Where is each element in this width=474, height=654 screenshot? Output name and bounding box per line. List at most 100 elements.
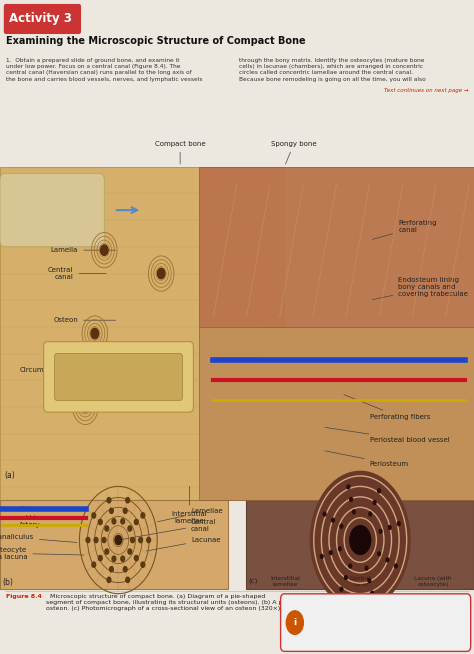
Circle shape xyxy=(92,562,96,567)
Text: Text continues on next page →: Text continues on next page → xyxy=(384,88,468,94)
Circle shape xyxy=(135,555,138,560)
FancyBboxPatch shape xyxy=(0,173,104,247)
Text: Compact bone: Compact bone xyxy=(155,141,205,164)
Text: Interstitial
lamellae: Interstitial lamellae xyxy=(172,487,208,524)
Circle shape xyxy=(99,555,102,560)
Text: as an Art Labeling Activity using: as an Art Labeling Activity using xyxy=(306,613,401,618)
Circle shape xyxy=(323,512,326,516)
Circle shape xyxy=(353,510,356,514)
FancyBboxPatch shape xyxy=(44,341,193,412)
Circle shape xyxy=(368,579,371,583)
Circle shape xyxy=(128,526,132,531)
Circle shape xyxy=(107,577,111,583)
Text: Activity 3: Activity 3 xyxy=(9,12,72,26)
Circle shape xyxy=(82,402,89,412)
Circle shape xyxy=(135,519,138,525)
Text: (a): (a) xyxy=(5,472,16,480)
Text: Lacunae: Lacunae xyxy=(146,537,220,551)
Circle shape xyxy=(397,522,400,526)
Circle shape xyxy=(141,562,145,567)
Circle shape xyxy=(349,564,352,568)
Circle shape xyxy=(123,508,127,513)
Circle shape xyxy=(378,489,381,493)
Circle shape xyxy=(394,564,397,568)
Text: Vein: Vein xyxy=(26,515,47,521)
Circle shape xyxy=(379,529,382,533)
Circle shape xyxy=(91,328,99,339)
Circle shape xyxy=(371,591,374,595)
Text: A&P™: A&P™ xyxy=(345,621,365,627)
FancyBboxPatch shape xyxy=(281,594,471,651)
Circle shape xyxy=(131,538,135,543)
Text: (c): (c) xyxy=(249,577,258,584)
Circle shape xyxy=(320,555,323,559)
Circle shape xyxy=(350,498,353,502)
Polygon shape xyxy=(199,327,474,500)
Circle shape xyxy=(121,519,125,524)
Text: Lamella: Lamella xyxy=(51,247,116,253)
Circle shape xyxy=(139,538,143,543)
Circle shape xyxy=(112,519,116,524)
Polygon shape xyxy=(0,167,284,500)
Circle shape xyxy=(141,513,145,518)
Text: through the bony matrix. Identify the osteocytes (mature bone
cells) in lacunae : through the bony matrix. Identify the os… xyxy=(239,58,426,82)
Circle shape xyxy=(121,556,125,561)
Text: Interstitial
lamellae: Interstitial lamellae xyxy=(270,576,300,587)
Circle shape xyxy=(386,558,389,562)
Circle shape xyxy=(373,500,376,504)
FancyBboxPatch shape xyxy=(55,353,182,400)
Circle shape xyxy=(332,518,335,522)
Text: Osteon: Osteon xyxy=(54,317,116,323)
Circle shape xyxy=(329,551,332,555)
FancyBboxPatch shape xyxy=(246,500,474,589)
Text: Perforating fibers: Perforating fibers xyxy=(344,394,430,420)
FancyBboxPatch shape xyxy=(0,167,474,500)
Circle shape xyxy=(115,536,122,545)
Circle shape xyxy=(369,512,372,516)
Circle shape xyxy=(350,526,371,555)
Circle shape xyxy=(345,576,347,579)
Circle shape xyxy=(378,552,381,556)
Text: Artery: Artery xyxy=(19,522,47,528)
Circle shape xyxy=(112,556,116,561)
Circle shape xyxy=(126,498,129,503)
Circle shape xyxy=(310,472,410,609)
Text: Lacuna (with
osteocyte): Lacuna (with osteocyte) xyxy=(414,576,452,587)
Circle shape xyxy=(109,566,113,572)
Circle shape xyxy=(99,519,102,525)
Circle shape xyxy=(157,268,165,279)
Circle shape xyxy=(286,611,303,634)
Text: Central
canal: Central canal xyxy=(121,519,217,540)
Text: Endosteum lining
bony canals and
covering trabeculae: Endosteum lining bony canals and coverin… xyxy=(373,277,468,300)
Text: Instructors may assign this figure: Instructors may assign this figure xyxy=(306,604,404,610)
Text: Microscopic structure of compact bone. (a) Diagram of a pie-shaped
segment of co: Microscopic structure of compact bone. (… xyxy=(46,594,323,611)
FancyBboxPatch shape xyxy=(0,500,228,589)
Text: Osteocyte
in a lacuna: Osteocyte in a lacuna xyxy=(0,547,84,560)
Text: Nerve: Nerve xyxy=(20,506,47,512)
Polygon shape xyxy=(199,167,474,327)
Circle shape xyxy=(107,498,111,503)
Circle shape xyxy=(128,549,132,554)
FancyBboxPatch shape xyxy=(4,4,81,34)
Circle shape xyxy=(94,538,98,543)
Circle shape xyxy=(92,513,96,518)
Text: Central
canal: Central canal xyxy=(48,267,106,280)
Text: Figure 8.4: Figure 8.4 xyxy=(6,594,42,599)
Circle shape xyxy=(109,508,113,513)
Circle shape xyxy=(123,566,127,572)
Text: 1.  Obtain a prepared slide of ground bone, and examine it
under low power. Focu: 1. Obtain a prepared slide of ground bon… xyxy=(6,58,202,82)
Circle shape xyxy=(86,538,90,543)
Circle shape xyxy=(365,566,368,570)
Text: Central
canal: Central canal xyxy=(349,576,371,587)
Circle shape xyxy=(338,547,341,551)
Text: Perforating
canal: Perforating canal xyxy=(373,220,437,239)
Text: i: i xyxy=(293,618,296,627)
Text: Lamellae: Lamellae xyxy=(157,508,223,522)
Text: Spongy bone: Spongy bone xyxy=(271,141,317,164)
Circle shape xyxy=(167,368,174,379)
Text: Circumferential
lamellae: Circumferential lamellae xyxy=(19,367,73,380)
Circle shape xyxy=(100,245,108,256)
Text: Canaliculus: Canaliculus xyxy=(0,534,77,542)
Circle shape xyxy=(340,587,343,591)
Text: Mastering: Mastering xyxy=(306,621,335,627)
